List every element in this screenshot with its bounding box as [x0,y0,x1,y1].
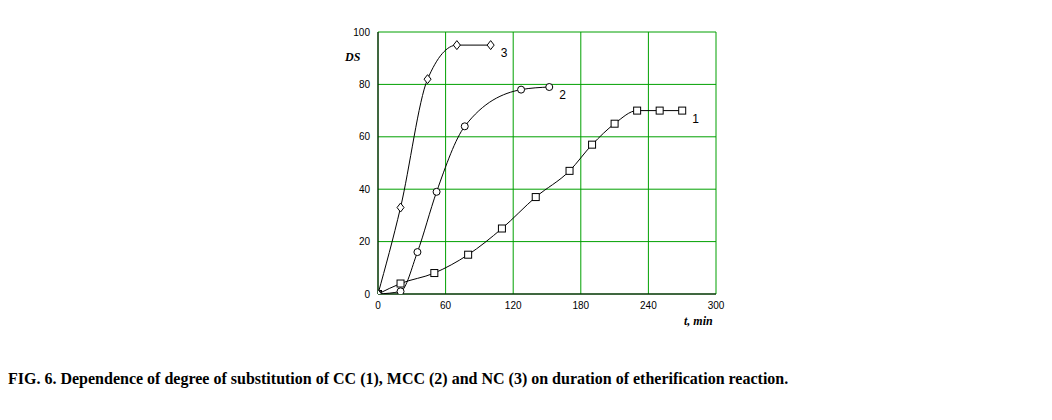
html-text:t, min: t, min [684,314,713,328]
svg-text:0: 0 [375,300,381,311]
html-text:FIG. 6. Dependence of degree o: FIG. 6. Dependence of degree of substitu… [8,370,789,387]
svg-text:60: 60 [440,300,452,311]
svg-text:100: 100 [353,27,370,38]
svg-text:240: 240 [640,300,657,311]
svg-text:0: 0 [364,289,370,300]
svg-text:3: 3 [501,46,508,60]
svg-text:80: 80 [359,79,371,90]
html-text:DS: DS [345,50,361,64]
svg-text:40: 40 [359,184,371,195]
svg-text:20: 20 [359,236,371,247]
svg-text:120: 120 [505,300,522,311]
svg-text:2: 2 [559,88,566,102]
svg-text:300: 300 [708,300,725,311]
svg-text:60: 60 [359,131,371,142]
svg-text:1: 1 [692,112,699,126]
svg-text:180: 180 [572,300,589,311]
